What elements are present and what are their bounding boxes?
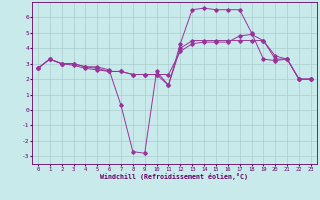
X-axis label: Windchill (Refroidissement éolien,°C): Windchill (Refroidissement éolien,°C) — [100, 173, 248, 180]
